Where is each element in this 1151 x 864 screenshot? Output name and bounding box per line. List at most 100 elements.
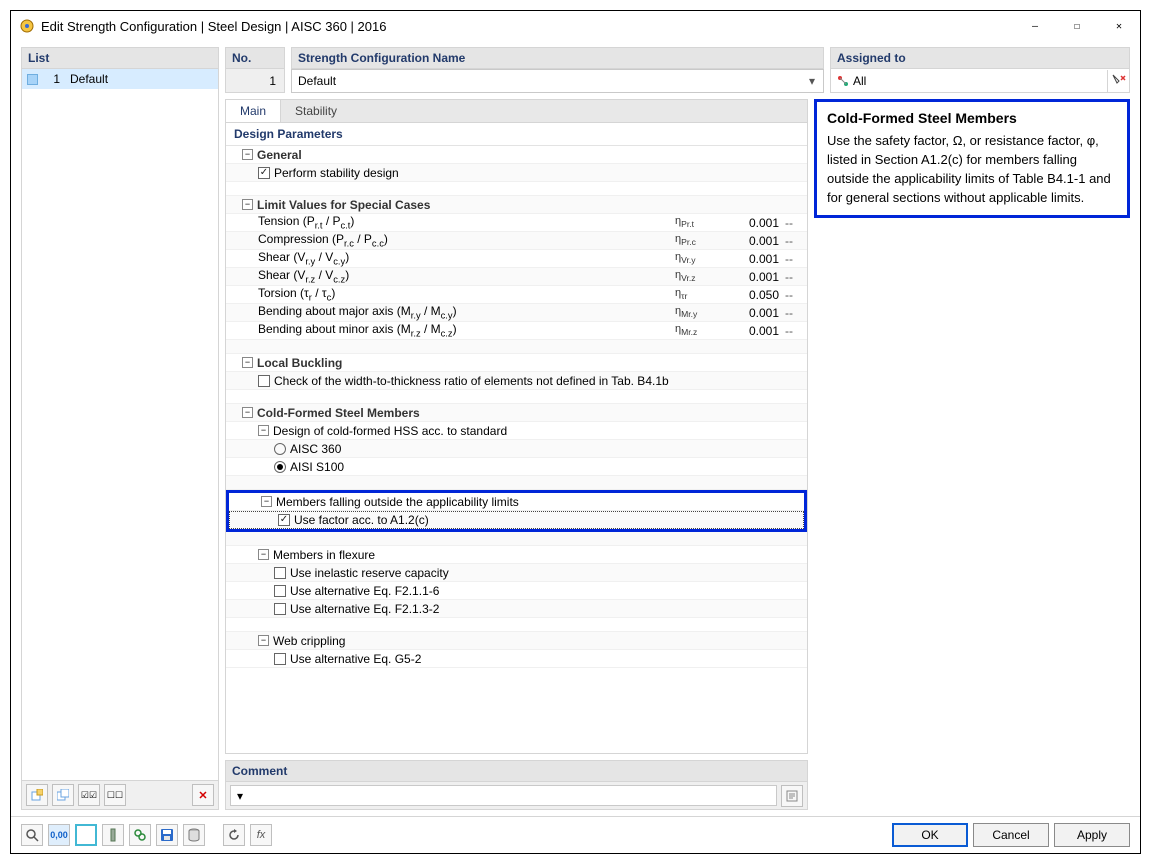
checkbox[interactable] [274, 653, 286, 665]
row-value[interactable]: 0.050 [725, 288, 785, 302]
tree-row[interactable]: −Members falling outside the applicabili… [229, 493, 804, 511]
delete-item-button[interactable]: ✕ [192, 784, 214, 806]
row-label: AISC 360 [290, 442, 807, 456]
check-all-button[interactable]: ☑☑ [78, 784, 100, 806]
minimize-button[interactable]: — [1014, 11, 1056, 41]
tree-row[interactable]: Use alternative Eq. F2.1.1-6 [226, 582, 807, 600]
select-button[interactable] [75, 824, 97, 846]
tree-row[interactable]: AISC 360 [226, 440, 807, 458]
new-item-button[interactable] [26, 784, 48, 806]
tree-row[interactable]: Perform stability design [226, 164, 807, 182]
row-label: Local Buckling [257, 356, 807, 370]
expander-icon[interactable]: − [242, 149, 253, 160]
expander-icon[interactable]: − [242, 357, 253, 368]
row-label: Torsion (τr / τc) [258, 286, 675, 302]
tree-row[interactable]: Use alternative Eq. G5-2 [226, 650, 807, 668]
row-value[interactable]: 0.001 [725, 270, 785, 284]
name-combobox[interactable]: Default ▾ [291, 69, 824, 93]
tree-row[interactable]: −Local Buckling [226, 354, 807, 372]
tree-row[interactable]: Tension (Pr.t / Pc.t)ηPr.t0.001-- [226, 214, 807, 232]
tree-row[interactable]: −Members in flexure [226, 546, 807, 564]
list-toolbar: ☑☑ ☐☐ ✕ [21, 781, 219, 810]
database-button[interactable] [183, 824, 205, 846]
list-box[interactable]: 1 Default [21, 69, 219, 781]
checkbox[interactable] [274, 603, 286, 615]
search-button[interactable] [21, 824, 43, 846]
tree-row[interactable]: −Design of cold-formed HSS acc. to stand… [226, 422, 807, 440]
row-symbol: ηPr.t [675, 215, 725, 229]
tree-row[interactable]: Bending about major axis (Mr.y / Mc.y)ηM… [226, 304, 807, 322]
close-button[interactable]: ✕ [1098, 11, 1140, 41]
units-button[interactable]: 0,00 [48, 824, 70, 846]
tree-row[interactable]: AISI S100 [226, 458, 807, 476]
expander-icon[interactable]: − [258, 635, 269, 646]
tree-row[interactable]: Use factor acc. to A1.2(c) [229, 511, 804, 529]
list-item[interactable]: 1 Default [22, 69, 218, 89]
save-button[interactable] [156, 824, 178, 846]
list-header: List [21, 47, 219, 69]
tree-row[interactable]: −Web crippling [226, 632, 807, 650]
help-title: Cold-Formed Steel Members [827, 110, 1117, 126]
tree-row[interactable]: −Cold-Formed Steel Members [226, 404, 807, 422]
tab-stability[interactable]: Stability [281, 100, 351, 122]
tree-row[interactable]: Shear (Vr.z / Vc.z)ηVr.z0.001-- [226, 268, 807, 286]
checkbox[interactable] [258, 167, 270, 179]
checkbox[interactable] [258, 375, 270, 387]
chevron-down-icon: ▾ [237, 789, 243, 803]
row-label: Tension (Pr.t / Pc.t) [258, 214, 675, 230]
tree-row[interactable]: Compression (Pr.c / Pc.c)ηPr.c0.001-- [226, 232, 807, 250]
reset-button[interactable] [223, 824, 245, 846]
expander-icon[interactable]: − [258, 425, 269, 436]
list-item-label: Default [70, 72, 108, 86]
expander-icon[interactable]: − [258, 549, 269, 560]
comment-edit-button[interactable] [781, 785, 803, 807]
row-value[interactable]: 0.001 [725, 306, 785, 320]
name-header: Strength Configuration Name [291, 47, 824, 69]
member-button[interactable] [102, 824, 124, 846]
copy-item-button[interactable] [52, 784, 74, 806]
tree-row[interactable]: Use inelastic reserve capacity [226, 564, 807, 582]
radio[interactable] [274, 443, 286, 455]
tree-row[interactable]: −General [226, 146, 807, 164]
titlebar: Edit Strength Configuration | Steel Desi… [11, 11, 1140, 41]
cancel-button[interactable]: Cancel [973, 823, 1049, 847]
expander-icon[interactable]: − [242, 407, 253, 418]
row-value[interactable]: 0.001 [725, 252, 785, 266]
tree-row[interactable]: −Limit Values for Special Cases [226, 196, 807, 214]
link-button[interactable] [129, 824, 151, 846]
row-unit: -- [785, 270, 807, 284]
tree-row[interactable]: Torsion (τr / τc)ητr0.050-- [226, 286, 807, 304]
radio[interactable] [274, 461, 286, 473]
tree-row[interactable]: Bending about minor axis (Mr.z / Mc.z)ηM… [226, 322, 807, 340]
maximize-button[interactable]: ☐ [1056, 11, 1098, 41]
formula-button[interactable]: fx [250, 824, 272, 846]
expander-icon[interactable]: − [242, 199, 253, 210]
row-value[interactable]: 0.001 [725, 324, 785, 338]
pick-button[interactable] [1107, 70, 1129, 92]
list-panel: List 1 Default ☑☑ ☐☐ ✕ [21, 47, 219, 810]
expander-icon[interactable]: − [261, 496, 272, 507]
comment-combobox[interactable]: ▾ [230, 785, 777, 806]
help-callout: Cold-Formed Steel Members Use the safety… [814, 99, 1130, 218]
row-label: Perform stability design [274, 166, 807, 180]
no-header: No. [225, 47, 285, 69]
ok-button[interactable]: OK [892, 823, 968, 847]
tree-row[interactable]: Use alternative Eq. F2.1.3-2 [226, 600, 807, 618]
checkbox[interactable] [278, 514, 290, 526]
assigned-header: Assigned to [830, 47, 1130, 69]
apply-button[interactable]: Apply [1054, 823, 1130, 847]
checkbox[interactable] [274, 585, 286, 597]
uncheck-all-button[interactable]: ☐☐ [104, 784, 126, 806]
row-value[interactable]: 0.001 [725, 234, 785, 248]
help-body: Use the safety factor, Ω, or resistance … [827, 132, 1117, 207]
row-label: Limit Values for Special Cases [257, 198, 807, 212]
tab-main[interactable]: Main [226, 100, 281, 122]
checkbox[interactable] [274, 567, 286, 579]
row-label: Use alternative Eq. F2.1.3-2 [290, 602, 807, 616]
tree-row[interactable]: Check of the width-to-thickness ratio of… [226, 372, 807, 390]
tree-row[interactable]: Shear (Vr.y / Vc.y)ηVr.y0.001-- [226, 250, 807, 268]
row-unit: -- [785, 306, 807, 320]
row-value[interactable]: 0.001 [725, 216, 785, 230]
panel-title: Design Parameters [226, 123, 807, 146]
row-label: Compression (Pr.c / Pc.c) [258, 232, 675, 248]
